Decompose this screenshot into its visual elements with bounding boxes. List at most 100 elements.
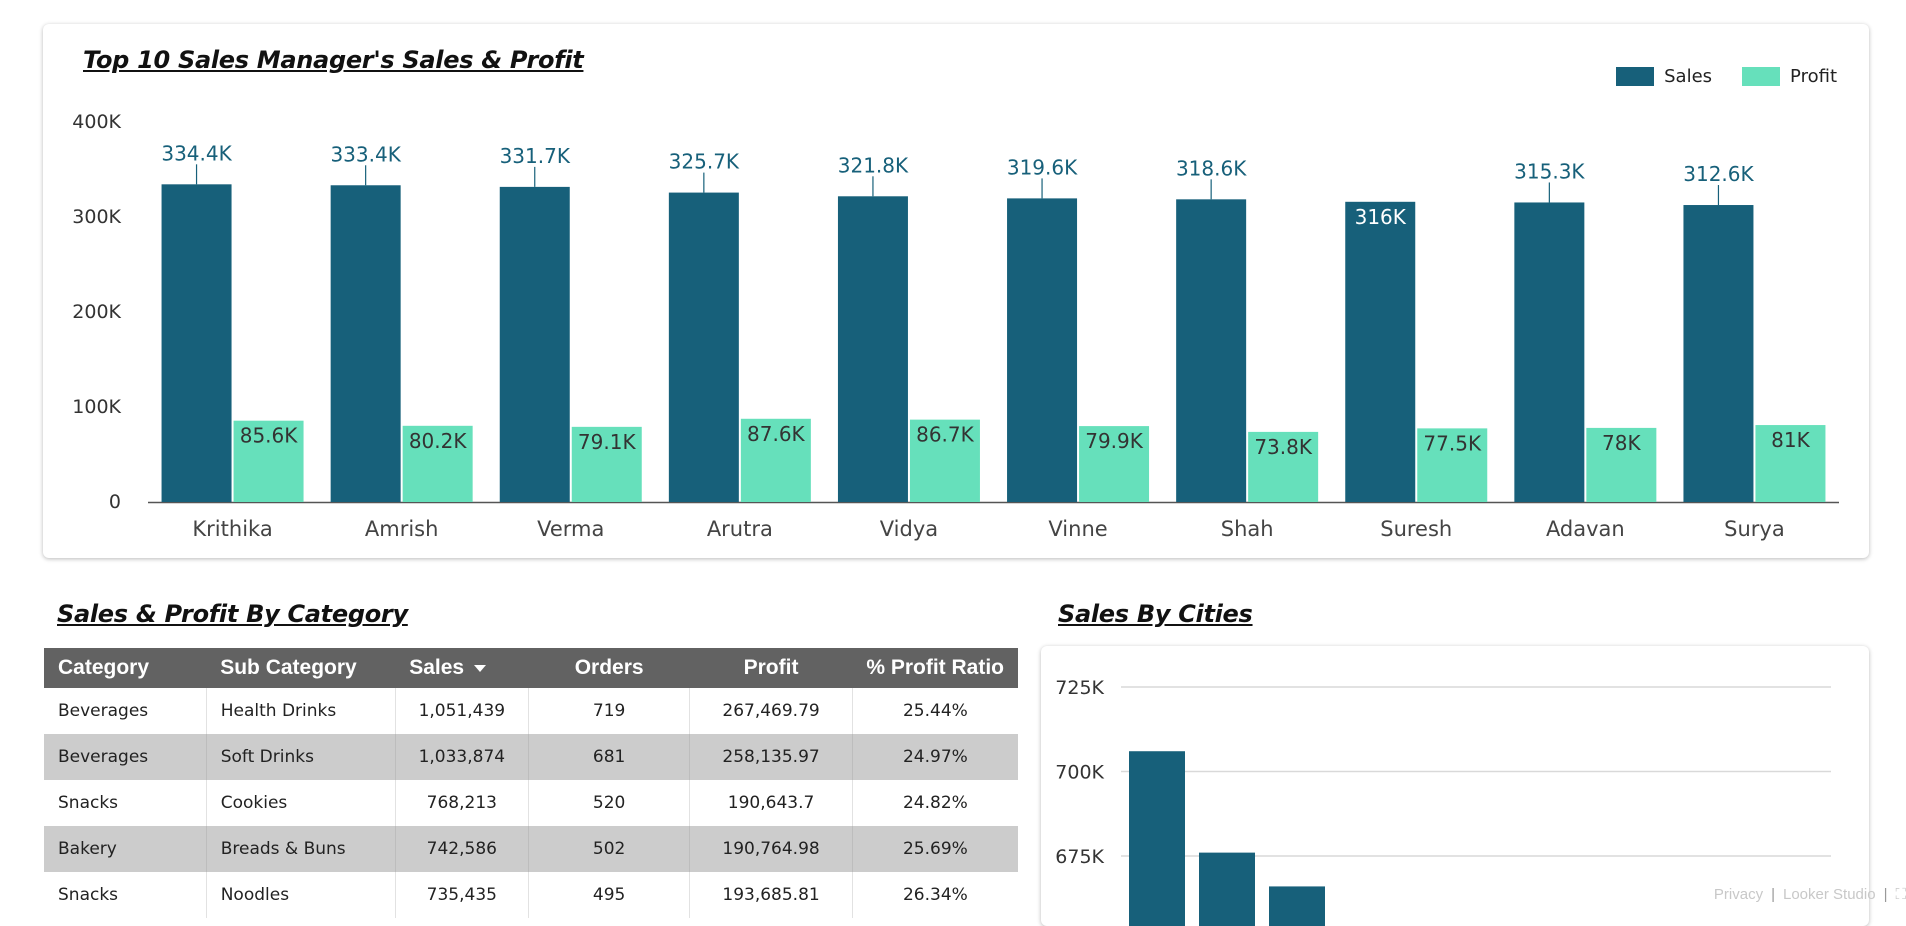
table-cell-sub-category: Health Drinks <box>205 688 396 734</box>
profit-bar[interactable] <box>1755 425 1826 502</box>
table-cell-category: Beverages <box>58 747 149 767</box>
sales-bar[interactable] <box>1007 198 1078 502</box>
legend-swatch-profit <box>1742 67 1781 86</box>
city-sales-bar[interactable] <box>1269 886 1325 926</box>
table-cell-orders: 520 <box>527 780 690 826</box>
table-cell-sales: 735,435 <box>394 872 529 918</box>
profit-bar[interactable] <box>1586 427 1657 502</box>
table-row[interactable]: Beverages Health Drinks 1,051,439 719 267,46… <box>44 688 1018 734</box>
footer-separator-2: | <box>1883 886 1888 903</box>
table-cell-profit: 193,685.81 <box>689 872 853 918</box>
table-cell-sub-category: Breads & Buns <box>205 826 396 872</box>
sales-bar[interactable] <box>837 196 908 503</box>
sales-data-label: 316K <box>1355 205 1407 229</box>
table-cell-profit-ratio: 24.82% <box>851 780 1018 826</box>
chart-legend: Sales Profit <box>1616 66 1837 87</box>
table-cell-category: Snacks <box>58 885 119 905</box>
profit-data-label: 87.6K <box>747 422 806 446</box>
profit-bar[interactable] <box>740 418 811 502</box>
table-cell-category: Snacks <box>58 793 119 813</box>
sales-bar[interactable] <box>1345 201 1416 503</box>
profit-data-label: 78K <box>1602 431 1641 455</box>
table-cell-profit-ratio: 26.34% <box>851 872 1018 918</box>
table-cell-profit-ratio: 25.44% <box>851 688 1018 734</box>
fullscreen-icon[interactable]: ⛶ <box>1895 886 1906 903</box>
legend-label-profit: Profit <box>1790 66 1837 87</box>
category-section-title: Sales & Profit By Category <box>57 600 408 628</box>
sales-data-label: 325.7K <box>669 150 740 174</box>
x-tick-label: Arutra <box>707 517 773 541</box>
profit-bar[interactable] <box>909 419 980 502</box>
x-tick-label: Vinne <box>1048 517 1107 541</box>
sales-data-label: 315.3K <box>1514 159 1585 183</box>
table-cell-orders: 502 <box>527 826 690 872</box>
sales-bar[interactable] <box>668 192 739 502</box>
profit-data-label: 81K <box>1771 428 1810 452</box>
sales-bar[interactable] <box>1514 202 1585 502</box>
sales-bar[interactable] <box>161 184 232 502</box>
sales-data-label: 318.6K <box>1176 156 1247 180</box>
city-sales-bar[interactable] <box>1129 751 1185 926</box>
profit-data-label: 73.8K <box>1254 435 1313 459</box>
table-row[interactable]: Snacks Noodles 735,435 495 193,685.81 26.34% <box>44 872 1018 918</box>
profit-data-label: 77.5K <box>1423 431 1482 455</box>
table-row[interactable]: Beverages Soft Drinks 1,033,874 681 258,135.… <box>44 734 1018 780</box>
looker-studio-link[interactable]: Looker Studio <box>1783 886 1876 903</box>
table-cell-profit: 258,135.97 <box>689 734 853 780</box>
legend-item-profit[interactable]: Profit <box>1742 66 1837 87</box>
profit-bar[interactable] <box>1248 431 1319 502</box>
chart-title: Top 10 Sales Manager's Sales & Profit <box>83 46 584 74</box>
column-header-sales[interactable]: Sales <box>395 648 528 688</box>
y-tick-label: 300K <box>72 206 121 228</box>
profit-bar[interactable] <box>571 426 642 502</box>
column-header-sub-category[interactable]: Sub Category <box>220 656 357 679</box>
profit-data-label: 79.9K <box>1085 429 1144 453</box>
sales-bar[interactable] <box>330 185 401 502</box>
table-cell-sub-category: Cookies <box>205 780 396 826</box>
y-tick-label: 200K <box>72 301 121 323</box>
table-cell-orders: 495 <box>527 872 690 918</box>
x-tick-label: Shah <box>1221 517 1274 541</box>
y-tick-label: 675K <box>1055 846 1104 868</box>
sales-data-label: 334.4K <box>161 141 232 165</box>
profit-data-label: 79.1K <box>578 430 637 454</box>
category-table: Category Sub Category Sales Orders Profi… <box>44 648 1018 918</box>
privacy-link[interactable]: Privacy <box>1713 886 1764 903</box>
table-cell-category: Bakery <box>58 839 117 859</box>
profit-bar[interactable] <box>402 425 473 502</box>
table-row[interactable]: Bakery Breads & Buns 742,586 502 190,764.98 2… <box>44 826 1018 872</box>
footer-separator: | <box>1771 886 1775 903</box>
profit-bar[interactable] <box>1079 426 1150 502</box>
sales-data-label: 319.6K <box>1007 155 1078 179</box>
sales-data-label: 312.6K <box>1683 162 1754 186</box>
sales-bar[interactable] <box>1683 205 1754 502</box>
table-header-row: Category Sub Category Sales Orders Profi… <box>44 648 1018 688</box>
column-header-orders[interactable]: Orders <box>574 656 644 679</box>
table-cell-profit: 190,764.98 <box>689 826 853 872</box>
legend-swatch-sales <box>1616 67 1655 86</box>
sales-data-label: 321.8K <box>838 153 909 177</box>
x-tick-label: Krithika <box>192 517 272 541</box>
table-cell-profit-ratio: 24.97% <box>851 734 1018 780</box>
profit-bar[interactable] <box>1417 428 1488 502</box>
y-tick-label: 725K <box>1055 677 1104 699</box>
sort-descending-icon <box>474 664 487 672</box>
x-tick-label: Adavan <box>1546 517 1625 541</box>
table-row[interactable]: Snacks Cookies 768,213 520 190,643.7 24.82% <box>44 780 1018 826</box>
y-tick-label: 400K <box>72 111 121 133</box>
sales-bar[interactable] <box>1176 199 1247 502</box>
table-cell-profit-ratio: 25.69% <box>851 826 1018 872</box>
table-cell-profit: 267,469.79 <box>689 688 853 734</box>
sales-data-label: 331.7K <box>500 144 571 168</box>
city-sales-bar[interactable] <box>1199 852 1255 926</box>
sales-bar[interactable] <box>499 186 570 502</box>
column-header-category[interactable]: Category <box>58 656 150 679</box>
column-header-sales-label: Sales <box>409 656 465 679</box>
legend-item-sales[interactable]: Sales <box>1616 66 1712 87</box>
column-header-profit-ratio[interactable]: % Profit Ratio <box>866 656 1004 679</box>
column-header-profit[interactable]: Profit <box>743 656 799 679</box>
cities-section-title: Sales By Cities <box>1058 600 1253 628</box>
sales-by-cities-chart-card: 675K 700K 725K <box>1041 646 1869 926</box>
profit-bar[interactable] <box>233 420 304 502</box>
table-cell-profit: 190,643.7 <box>689 780 853 826</box>
